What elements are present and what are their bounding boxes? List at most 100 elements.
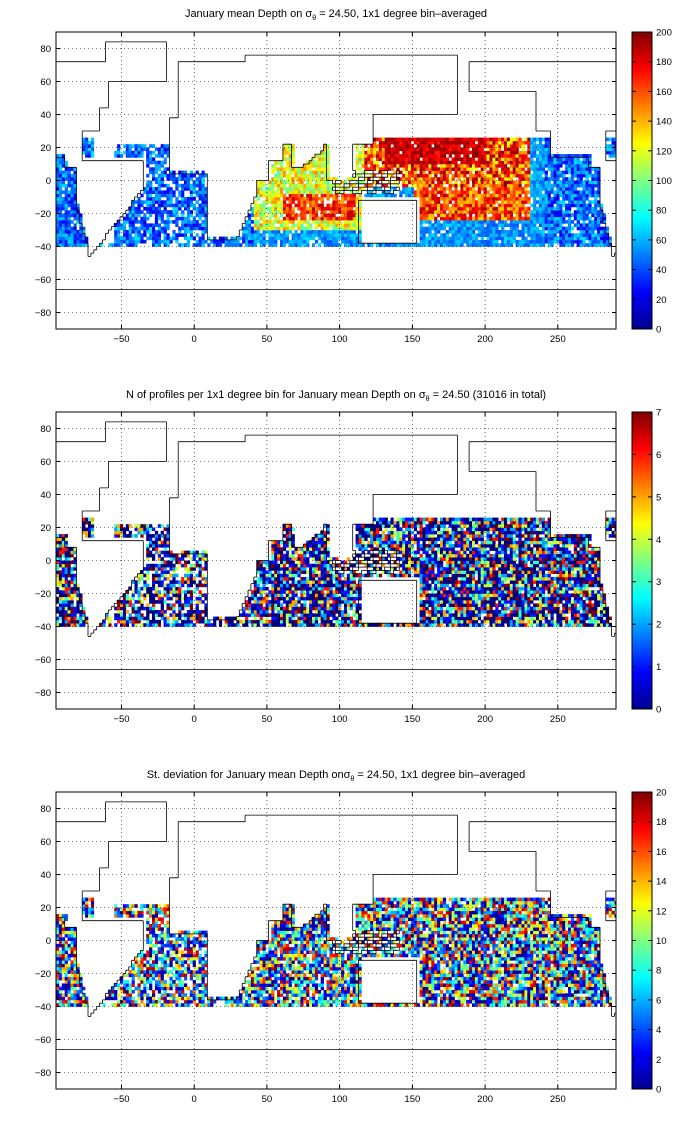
y-tick-label: 20 [40,143,51,154]
x-tick-label: 250 [550,334,566,345]
sigma-symbol: σ [305,8,312,20]
colorbar-tick-label: 6 [656,450,661,461]
colorbar-tick-label: 180 [656,57,672,68]
y-tick-label: −40 [35,242,51,253]
x-tick-label: 150 [404,334,420,345]
y-tick-label: 60 [40,77,51,88]
x-tick-label: 0 [192,334,197,345]
y-tick-label: −20 [35,589,51,600]
colorbar: 0 1 2 3 4 5 6 7 [631,408,661,716]
colorbar-tick-label: 4 [656,1025,661,1036]
colorbar-tick-label: 14 [656,877,667,888]
colorbar-tick-label: 6 [656,995,661,1006]
coastline [56,801,616,1050]
colorbar: 0 20 40 60 80 100 120 140 160 180 200 [631,28,672,336]
colorbar-tick-label: 1 [656,662,661,673]
x-tick-label: 150 [404,1094,420,1105]
colorbar-tick-label: 0 [656,705,661,716]
coastline [56,41,616,290]
panel-2: N of profiles per 1x1 degree bin for Jan… [35,389,661,725]
y-tick-label: −20 [35,209,51,220]
colorbar-tick-label: 4 [656,535,661,546]
colorbar-tick-label: 40 [656,265,667,276]
colorbar-tick-label: 140 [656,117,672,128]
colorbar-tick-label: 3 [656,577,661,588]
colorbar-tick-label: 0 [656,325,661,336]
colorbar-tick-label: 5 [656,492,661,503]
coastline [56,421,616,670]
y-tick-label: −40 [35,1002,51,1013]
y-tick-label: 40 [40,110,51,121]
y-tick-label: 0 [46,176,51,187]
x-tick-label: 250 [550,1094,566,1105]
grid-lines [56,412,616,709]
x-tick-label: −50 [113,1094,129,1105]
grid-lines [56,792,616,1089]
colorbar-tick-label: 160 [656,87,672,98]
chart-title: January mean Depth on σθ = 24.50, 1x1 de… [185,8,487,22]
colorbar-tick-label: 10 [656,936,667,947]
x-tick-label: 100 [332,334,348,345]
y-tick-label: 40 [40,490,51,501]
y-tick-label: 80 [40,424,51,435]
heatmap-cells [56,137,616,247]
colorbar-tick-label: 2 [656,1055,661,1066]
y-tick-label: 80 [40,804,51,815]
x-tick-label: 200 [477,714,493,725]
y-tick-label: −80 [35,688,51,699]
x-tick-label: 150 [404,714,420,725]
y-tick-label: 20 [40,903,51,914]
y-tick-label: 0 [46,556,51,567]
x-tick-label: 100 [332,1094,348,1105]
x-tick-label: 100 [332,714,348,725]
colorbar-tick-label: 20 [656,295,667,306]
sigma-symbol: σ [419,389,426,401]
x-tick-label: 0 [192,1094,197,1105]
colorbar-tick-label: 100 [656,176,672,187]
x-tick-label: 50 [262,1094,273,1105]
heatmap-cells [56,897,616,1007]
colorbar-tick-label: 200 [656,28,672,39]
y-tick-label: 60 [40,457,51,468]
grid-lines [56,32,616,329]
y-tick-label: −80 [35,1068,51,1079]
y-tick-label: 40 [40,870,51,881]
colorbar-tick-label: 0 [656,1085,661,1096]
chart-title: St. deviation for January mean Depth onσ… [147,769,526,783]
colorbar-tick-label: 8 [656,966,661,977]
x-tick-label: 50 [262,714,273,725]
colorbar-tick-label: 2 [656,620,661,631]
panel-3: St. deviation for January mean Depth onσ… [35,769,667,1105]
y-tick-label: −60 [35,655,51,666]
sigma-symbol: σ [344,769,351,781]
x-tick-label: −50 [113,334,129,345]
y-tick-label: −20 [35,969,51,980]
colorbar-tick-label: 7 [656,408,661,419]
panel-1: January mean Depth on σθ = 24.50, 1x1 de… [35,8,672,345]
y-tick-label: −60 [35,275,51,286]
y-tick-label: 80 [40,44,51,55]
colorbar-tick-label: 16 [656,847,667,858]
colorbar-tick-label: 120 [656,146,672,157]
y-tick-label: −80 [35,308,51,319]
heatmap-cells [56,517,616,627]
y-tick-label: −60 [35,1035,51,1046]
y-tick-label: 60 [40,837,51,848]
x-tick-label: 50 [262,334,273,345]
colorbar: 0 2 4 6 8 10 12 14 16 18 20 [631,788,667,1096]
colorbar-tick-label: 18 [656,817,667,828]
colorbar-tick-label: 80 [656,206,667,217]
x-tick-label: 250 [550,714,566,725]
colorbar-tick-label: 60 [656,235,667,246]
colorbar-tick-label: 20 [656,788,667,799]
y-tick-label: −40 [35,622,51,633]
chart-title: N of profiles per 1x1 degree bin for Jan… [126,389,546,403]
x-tick-label: −50 [113,714,129,725]
x-tick-label: 200 [477,334,493,345]
y-tick-label: 0 [46,936,51,947]
colorbar-tick-label: 12 [656,906,667,917]
x-tick-label: 200 [477,1094,493,1105]
y-tick-label: 20 [40,523,51,534]
x-tick-label: 0 [192,714,197,725]
